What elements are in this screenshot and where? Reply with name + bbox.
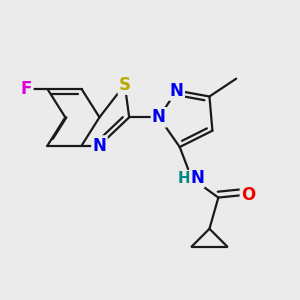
Text: N: N: [190, 169, 204, 187]
Text: S: S: [119, 76, 131, 94]
Text: N: N: [92, 136, 106, 154]
Text: F: F: [21, 80, 32, 98]
Text: N: N: [152, 108, 166, 126]
Text: H: H: [178, 171, 190, 186]
Text: O: O: [241, 186, 255, 204]
Text: N: N: [170, 82, 184, 100]
